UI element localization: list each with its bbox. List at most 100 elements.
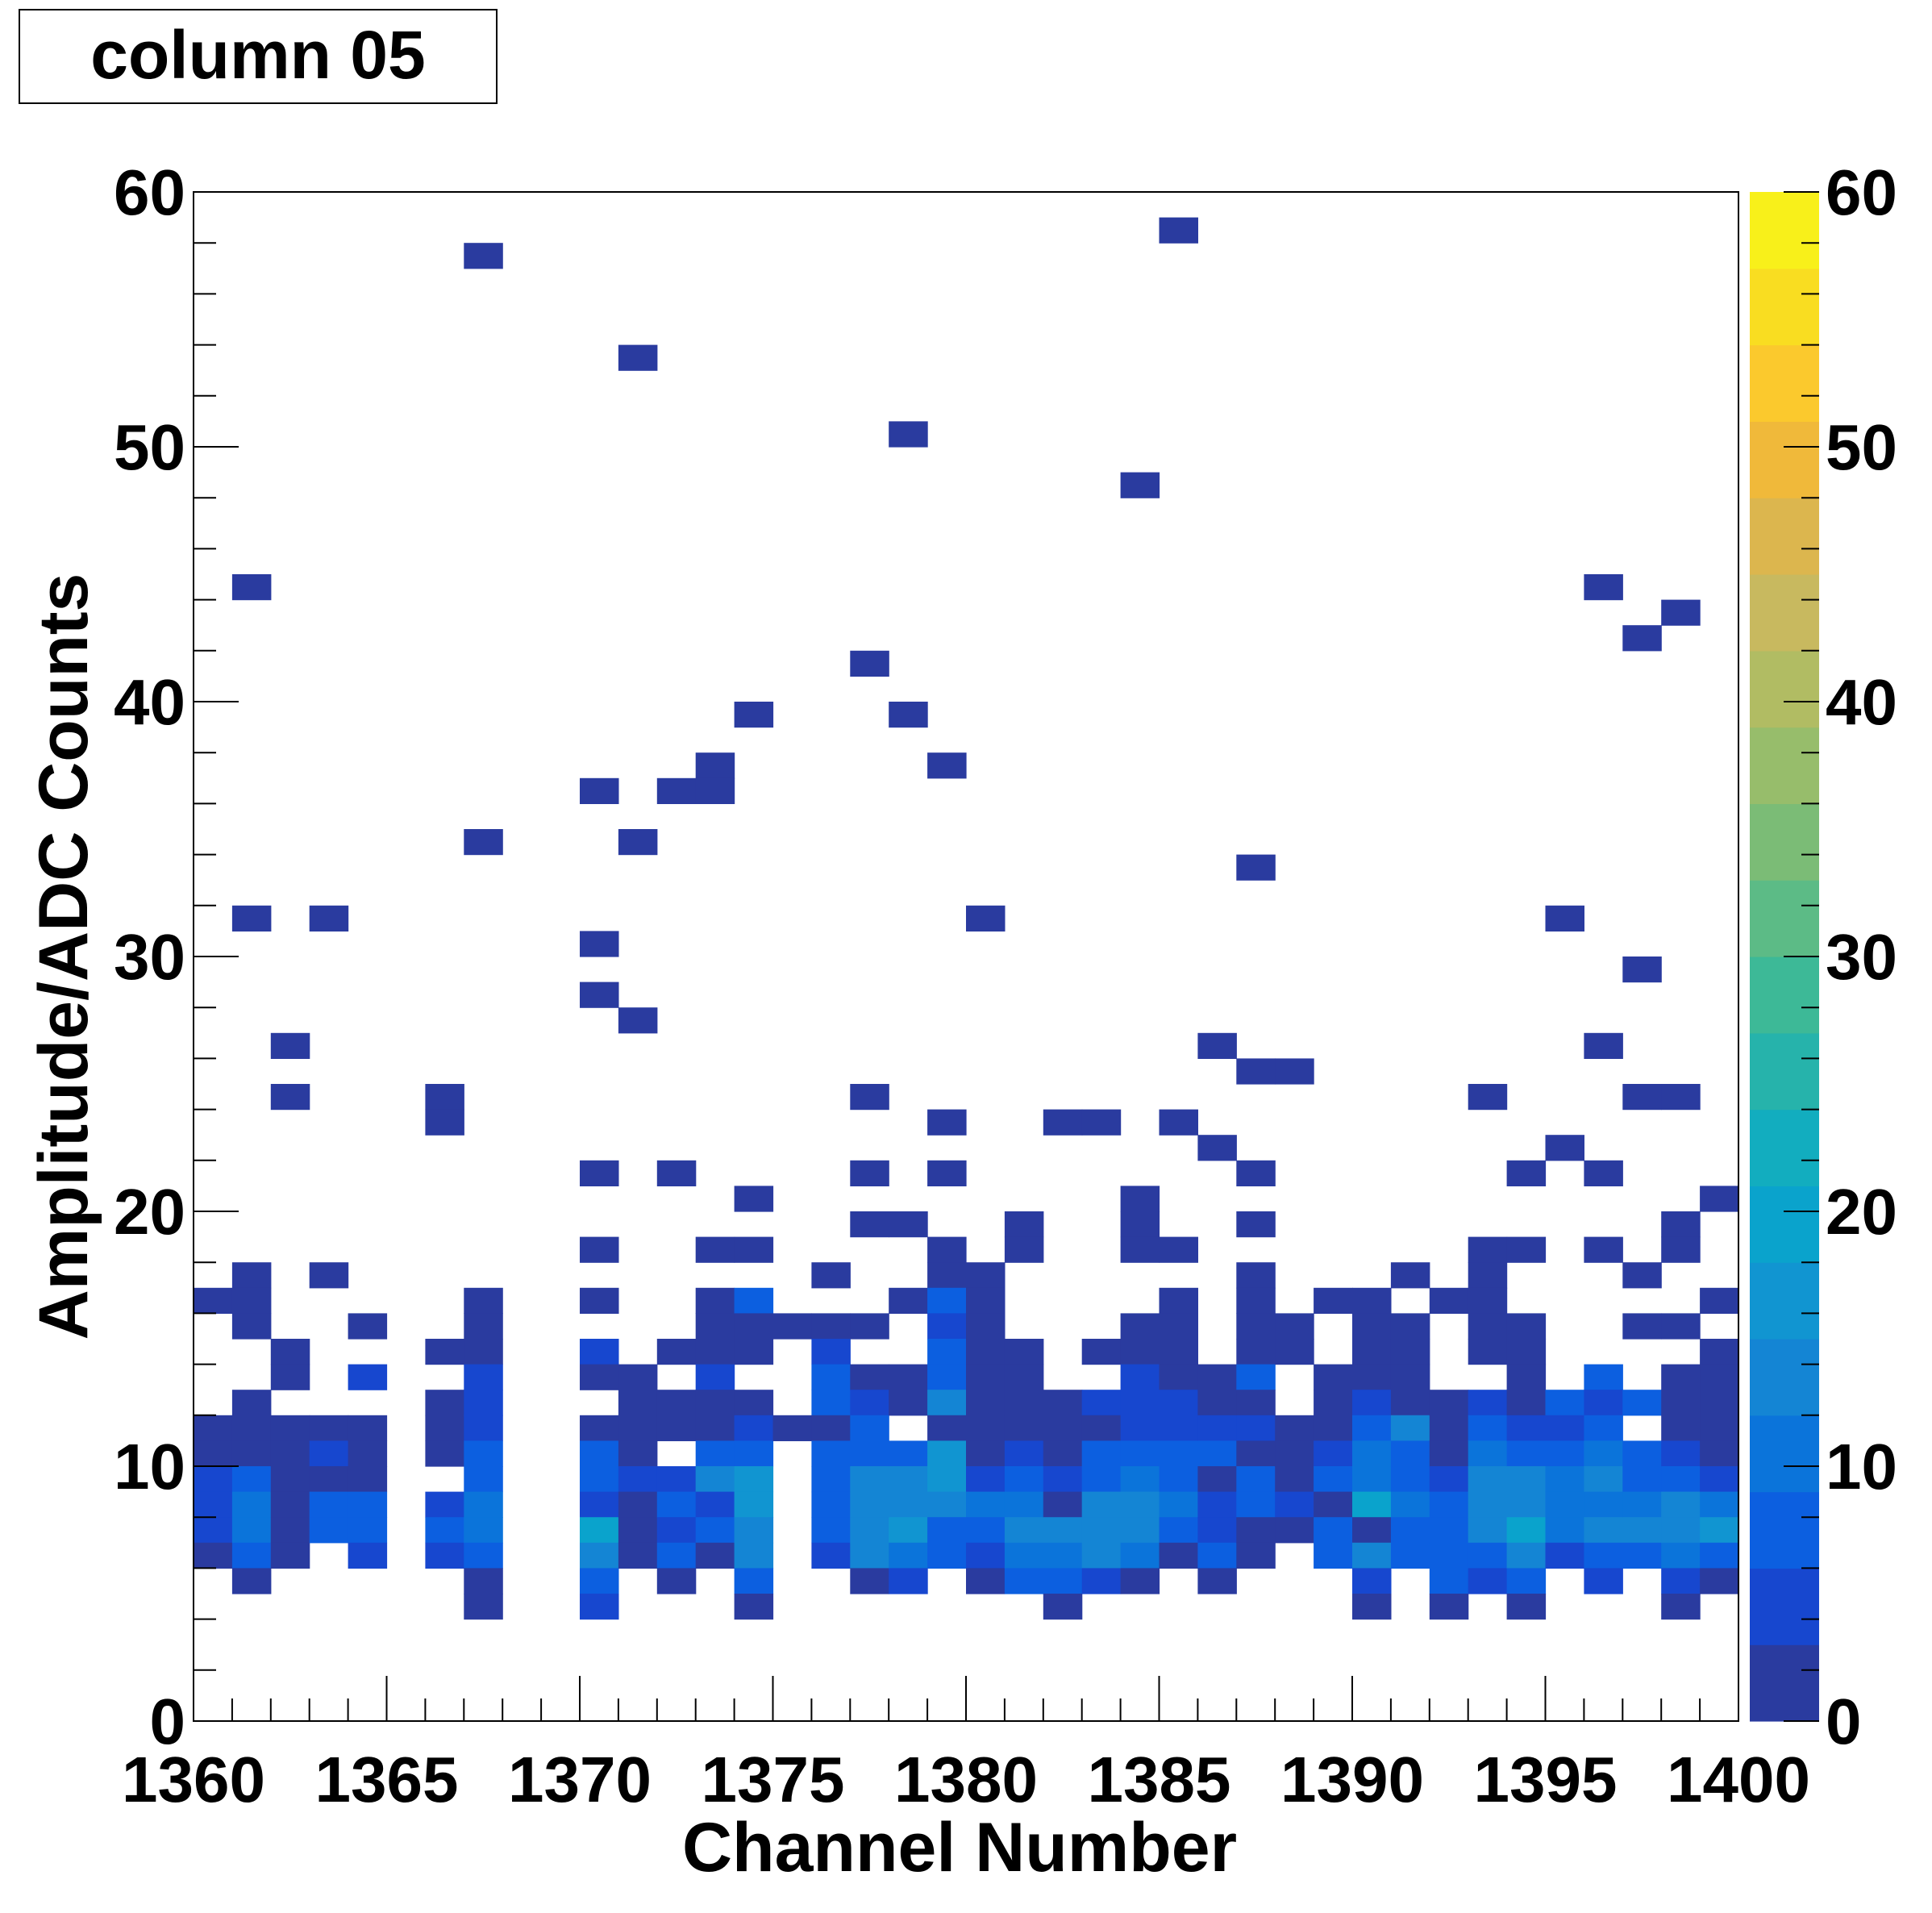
heatmap-cell [1661,1517,1701,1544]
heatmap-cell [1120,1313,1160,1340]
y-tick-label: 60 [114,156,185,228]
heatmap-cell [695,1287,735,1314]
heatmap-cell [348,1491,388,1518]
color-scale-step [1750,1491,1819,1569]
heatmap-cell [695,752,735,779]
heatmap-cell [850,1364,889,1390]
heatmap-cell [1314,1517,1353,1544]
heatmap-cell [1120,472,1160,498]
heatmap-cell [1700,1186,1739,1212]
heatmap-cell [1159,1236,1198,1263]
heatmap-cell [618,829,658,856]
heatmap-cell [1390,1390,1430,1416]
heatmap-cell [1584,1517,1623,1544]
color-scale-step [1750,344,1819,422]
heatmap-cell [1661,1390,1701,1416]
heatmap-cell [1159,1287,1198,1314]
heatmap-cell [1004,1415,1044,1441]
heatmap-cell [194,1517,233,1544]
heatmap-cell [1661,599,1701,626]
heatmap-cell [1390,1491,1430,1518]
heatmap-cell [1004,1236,1044,1263]
color-scale-tick-label: 50 [1826,411,1897,483]
heatmap-cell [889,1542,928,1569]
heatmap-cell [927,1542,967,1569]
heatmap-cell [1275,1517,1314,1544]
heatmap-cell [194,1440,233,1467]
heatmap-cell [1236,1160,1276,1186]
heatmap-cell [1197,1032,1237,1059]
heatmap-cell [231,1517,272,1544]
y-tick-label: 30 [114,921,185,993]
heatmap-cell [1506,1542,1547,1569]
heatmap-cell [1352,1466,1392,1493]
heatmap-cell [1661,1440,1701,1467]
color-scale-step [1750,803,1819,881]
heatmap-cell [1120,1339,1160,1365]
heatmap-cell [1159,1339,1198,1365]
y-tick-label: 10 [114,1431,185,1502]
heatmap-cell [1043,1415,1083,1441]
heatmap-cell [1004,1517,1044,1544]
heatmap-cell [231,905,272,931]
heatmap-cell [734,1236,774,1263]
heatmap-cell [1236,1415,1276,1441]
heatmap-cell [1700,1390,1739,1416]
heatmap-cell [966,1262,1006,1289]
y-tick-label: 0 [150,1686,186,1757]
heatmap-cell [695,1313,735,1340]
heatmap-cell [1120,1415,1160,1441]
heatmap-cell [656,1415,697,1441]
heatmap-cell [1120,1491,1160,1518]
heatmap-cell [889,1390,928,1416]
heatmap-cell [270,1364,310,1390]
heatmap-cell [425,1517,464,1544]
heatmap-cell [1314,1415,1353,1441]
heatmap-cell [1390,1262,1430,1289]
heatmap-cell [1622,1084,1662,1111]
heatmap-cells [194,217,1739,1620]
heatmap-cell [889,421,928,448]
heatmap-cell [309,1491,349,1518]
heatmap-cell [348,1440,388,1467]
heatmap-cell [850,1440,889,1467]
heatmap-cell [618,1415,658,1441]
heatmap-cell [656,1466,697,1493]
heatmap-cell [772,1313,812,1340]
heatmap-cell [1043,1491,1083,1518]
x-axis-tick-labels: 1360 1365 1370 1375 1380 1385 1390 1395 1400 [122,1744,1810,1815]
color-scale-step [1750,192,1819,269]
heatmap-cell [889,1517,928,1544]
heatmap-cell [1236,1058,1276,1085]
heatmap-cell [1236,1517,1276,1544]
heatmap-cell [656,1517,697,1544]
heatmap-cell [1622,1390,1662,1416]
heatmap-cell [734,1186,774,1212]
heatmap-cell [850,1390,889,1416]
heatmap-cell [580,1542,619,1569]
heatmap-cell [1314,1542,1353,1569]
color-scale-step [1750,421,1819,498]
heatmap-cell [1081,1440,1122,1467]
heatmap-cell [1197,1491,1237,1518]
heatmap-cell [270,1542,310,1569]
heatmap-cell [966,1415,1006,1441]
heatmap-cell [1352,1415,1392,1441]
color-scale-step [1750,574,1819,652]
heatmap-cell [270,1491,310,1518]
heatmap-cell [966,1568,1006,1594]
heatmap-cell [1661,1313,1701,1340]
heatmap-cell [811,1517,851,1544]
heatmap-cell [231,1440,272,1467]
heatmap-cell [1661,1415,1701,1441]
heatmap-cell [1661,1236,1701,1263]
heatmap-cell [231,574,272,601]
heatmap-cell [1352,1594,1392,1620]
heatmap-cell [734,1339,774,1365]
heatmap-cell [734,1440,774,1467]
heatmap-cell [734,1313,774,1340]
heatmap-cell [1700,1287,1739,1314]
heatmap-cell [1004,1466,1044,1493]
heatmap-cell [194,1287,233,1314]
title-box-frame [19,9,498,104]
